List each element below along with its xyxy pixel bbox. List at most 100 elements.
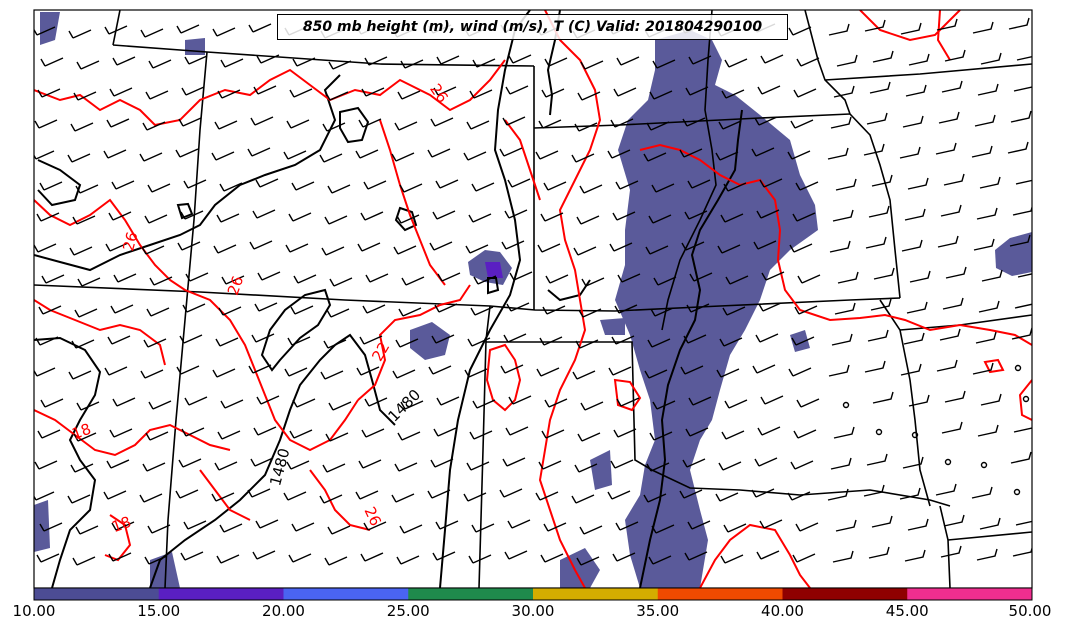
wind-barb — [286, 460, 310, 470]
wind-barb — [574, 463, 598, 473]
wind-barb — [865, 236, 887, 249]
wind-barb — [322, 122, 346, 132]
wind-barb — [112, 397, 136, 407]
wind-barb — [612, 552, 636, 562]
wind-barb — [612, 211, 636, 221]
height-contour — [149, 333, 396, 588]
wind-barb — [572, 370, 596, 380]
wind-barb — [76, 60, 100, 70]
wind-barb — [394, 462, 418, 472]
wind-barb — [610, 459, 634, 469]
wind-barb — [105, 242, 129, 252]
colorbar-tick-label: 20.00 — [262, 602, 305, 620]
wind-barb — [463, 151, 487, 161]
wind-barb — [719, 337, 743, 347]
wind-barb — [289, 429, 313, 439]
wind-barb — [792, 212, 816, 222]
height-contour — [547, 279, 591, 302]
wind-barb — [908, 53, 930, 66]
wind-barb — [109, 87, 133, 97]
wind-barb — [978, 300, 1000, 313]
wind-barb — [720, 554, 744, 564]
wind-barb — [214, 120, 238, 130]
wind-barb — [608, 366, 632, 376]
wind-barb — [469, 89, 493, 99]
wind-barb — [75, 525, 99, 535]
wind-barb — [251, 333, 275, 343]
wind-barb — [290, 305, 314, 315]
wind-barb — [544, 398, 568, 408]
wind-barb — [972, 362, 994, 375]
wind-barb — [288, 553, 312, 563]
wind-barb — [68, 370, 92, 380]
colorbar-tick-label: 15.00 — [137, 602, 181, 620]
wind-barb — [285, 243, 309, 253]
wind-barb — [293, 274, 317, 284]
wind-barb — [289, 88, 313, 98]
wind-barb — [688, 55, 712, 65]
wind-barb — [867, 329, 889, 342]
boundary-line — [478, 305, 491, 588]
wind-barb — [788, 367, 812, 377]
wind-barb — [1010, 110, 1032, 123]
wind-barb — [540, 553, 564, 563]
wind-barb — [429, 241, 453, 251]
wind-barb — [943, 173, 965, 186]
wind-barb — [788, 26, 812, 36]
wind-barb — [473, 275, 497, 285]
wind-barb — [503, 333, 527, 343]
wind-barb — [579, 184, 603, 194]
wind-barb — [869, 81, 891, 94]
wind-barb — [103, 490, 127, 500]
wind-barb — [981, 269, 1003, 282]
wind-barb — [905, 84, 927, 97]
wind-barb — [1017, 273, 1032, 278]
wind-barb — [504, 550, 528, 560]
wind-barb — [607, 490, 631, 500]
wind-barb — [908, 394, 930, 407]
wind-barb — [472, 399, 496, 409]
temperature-contour — [34, 409, 231, 457]
wind-barb — [252, 209, 276, 219]
wind-barb — [796, 57, 820, 67]
wind-barb — [400, 400, 424, 410]
wind-barb — [940, 204, 962, 217]
colorbar-tick-label: 40.00 — [761, 602, 804, 620]
wind-barb — [971, 145, 993, 158]
colorbar-segment — [657, 588, 783, 600]
wind-barb — [830, 457, 852, 470]
wind-barb — [613, 428, 637, 438]
wind-barb — [34, 491, 55, 501]
wind-barb — [1010, 451, 1032, 464]
wind-barb — [578, 308, 602, 318]
wind-barb — [648, 555, 672, 565]
wind-barb — [613, 87, 637, 97]
wind-barb — [935, 483, 957, 496]
wind-barb — [909, 270, 931, 283]
wind-barb — [716, 368, 740, 378]
wind-barb — [431, 334, 455, 344]
wind-barb — [397, 431, 421, 441]
wind-barb — [219, 182, 243, 192]
wind-barb — [649, 90, 673, 100]
wind-barb — [466, 120, 490, 130]
wind-barb — [219, 523, 243, 533]
wind-barb — [218, 306, 242, 316]
wind-barb — [1016, 55, 1032, 61]
wind-barb — [903, 332, 925, 345]
wind-barb — [432, 210, 456, 220]
wind-barb — [795, 522, 819, 532]
wind-barb — [217, 430, 241, 440]
wind-barb — [757, 85, 781, 95]
wind-barb — [538, 460, 562, 470]
wind-barb — [175, 489, 199, 499]
wind-barb — [759, 519, 783, 529]
wind-barb — [615, 521, 639, 531]
wind-barb — [725, 275, 749, 285]
wind-barb — [247, 147, 271, 157]
wind-barb — [108, 211, 132, 221]
wind-barb — [977, 424, 999, 437]
wind-barb — [679, 148, 703, 158]
temperature-contour — [34, 59, 506, 127]
